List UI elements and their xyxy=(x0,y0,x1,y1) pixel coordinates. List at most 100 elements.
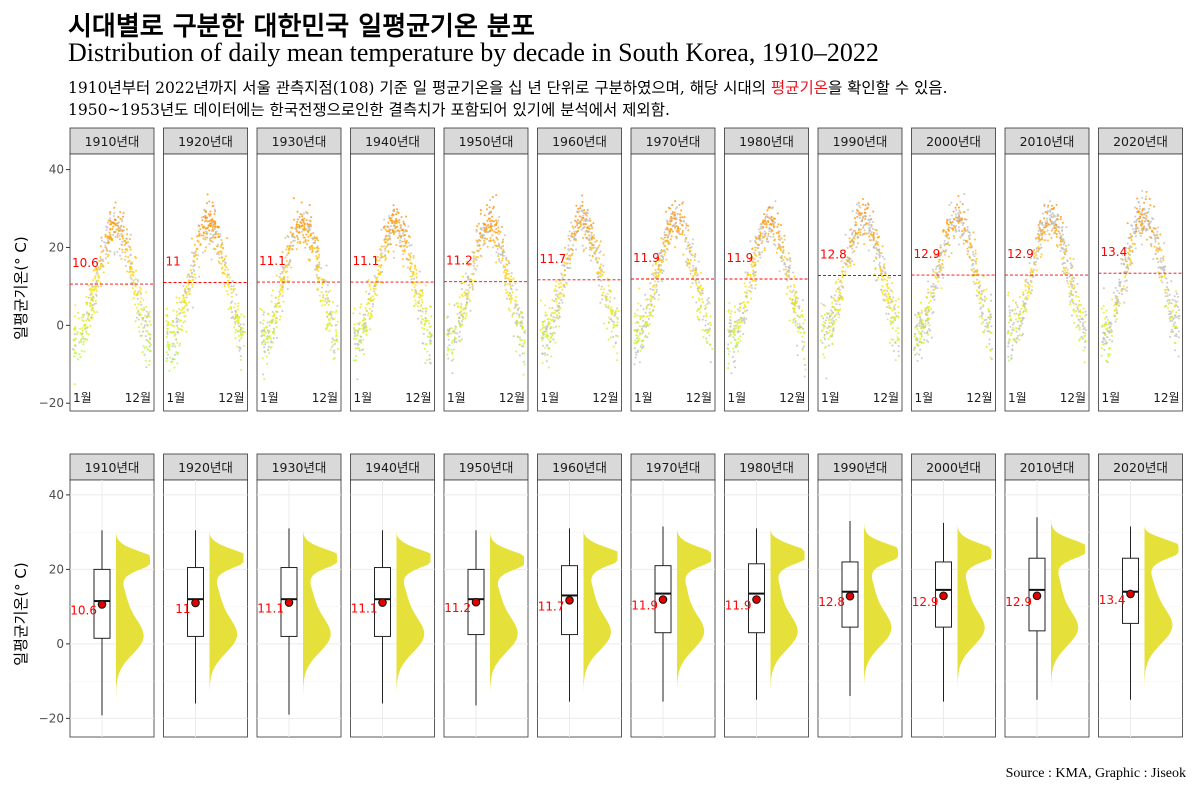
scatter-point xyxy=(274,303,277,306)
scatter-point xyxy=(236,345,239,348)
scatter-point xyxy=(952,210,955,213)
scatter-point xyxy=(124,248,127,251)
scatter-point xyxy=(615,307,618,310)
scatter-point xyxy=(377,273,381,276)
scatter-point xyxy=(793,292,797,295)
scatter-point xyxy=(546,336,549,339)
scatter-point xyxy=(874,242,877,245)
scatter-point xyxy=(317,278,320,282)
scatter-point xyxy=(757,247,760,250)
scatter-point xyxy=(957,206,961,209)
scatter-point xyxy=(1018,333,1022,337)
scatter-point xyxy=(327,322,330,325)
scatter-point xyxy=(616,335,619,338)
scatter-point xyxy=(193,264,196,267)
scatter-point xyxy=(654,280,657,283)
scatter-point xyxy=(125,270,129,273)
scatter-point xyxy=(446,346,449,349)
scatter-point xyxy=(172,343,176,346)
scatter-point xyxy=(791,321,794,324)
scatter-point xyxy=(976,270,979,273)
scatter-point xyxy=(91,285,94,288)
scatter-point xyxy=(306,225,310,228)
scatter-point xyxy=(642,315,645,318)
scatter-point xyxy=(882,298,885,301)
scatter-point xyxy=(99,285,102,288)
scatter-point xyxy=(885,305,888,309)
scatter-point xyxy=(1036,257,1039,260)
scatter-point xyxy=(475,230,478,233)
scatter-points xyxy=(352,204,433,381)
scatter-point xyxy=(696,289,699,292)
scatter-point xyxy=(689,272,692,275)
scatter-point xyxy=(591,246,594,250)
scatter-point xyxy=(324,300,327,303)
scatter-point xyxy=(399,236,402,239)
scatter-point xyxy=(501,259,504,262)
scatter-point xyxy=(73,333,76,336)
scatter-point xyxy=(301,228,304,231)
scatter-point xyxy=(803,375,806,378)
scatter-point xyxy=(148,345,151,348)
scatter-point xyxy=(145,366,148,369)
scatter-point xyxy=(481,236,484,239)
x-tick-label-end: 12월 xyxy=(218,391,244,405)
scatter-point xyxy=(891,327,894,330)
scatter-point xyxy=(960,221,963,224)
scatter-point xyxy=(286,276,289,279)
scatter-point xyxy=(404,224,407,227)
scatter-point xyxy=(489,220,492,223)
scatter-point xyxy=(761,232,764,235)
scatter-point xyxy=(290,248,294,251)
scatter-point xyxy=(218,256,221,259)
scatter-point xyxy=(736,331,740,334)
scatter-point xyxy=(281,265,284,268)
scatter-point xyxy=(640,315,643,318)
scatter-point xyxy=(611,308,614,311)
scatter-point xyxy=(597,271,600,274)
scatter-point xyxy=(94,275,97,278)
panel-border xyxy=(537,153,622,412)
scatter-point xyxy=(643,336,647,339)
scatter-point xyxy=(1008,309,1011,312)
scatter-point xyxy=(926,311,929,314)
scatter-point xyxy=(460,310,463,313)
scatter-point xyxy=(739,335,742,338)
scatter-point xyxy=(196,257,199,261)
scatter-point xyxy=(654,286,657,289)
scatter-point xyxy=(113,230,117,233)
scatter-point xyxy=(931,296,934,299)
scatter-point xyxy=(139,300,142,303)
scatter-point xyxy=(575,204,578,207)
scatter-point xyxy=(365,333,368,336)
scatter-point xyxy=(924,322,927,325)
scatter-point xyxy=(633,329,636,332)
scatter-point xyxy=(219,245,222,248)
scatter-point xyxy=(1010,354,1013,357)
scatter-point xyxy=(796,322,799,325)
scatter-point xyxy=(727,362,730,365)
scatter-point xyxy=(172,309,175,312)
scatter-point xyxy=(980,297,983,300)
scatter-point xyxy=(844,262,847,265)
scatter-point xyxy=(678,203,681,207)
scatter-point xyxy=(946,228,949,231)
scatter-point xyxy=(300,225,303,228)
scatter-point xyxy=(980,315,983,318)
scatter-point xyxy=(978,280,981,283)
scatter-point xyxy=(166,333,169,336)
scatter-point xyxy=(558,302,561,305)
scatter-point xyxy=(541,331,544,335)
scatter-point xyxy=(380,245,383,248)
scatter-point xyxy=(148,341,151,345)
scatter-point xyxy=(276,310,279,314)
scatter-point xyxy=(867,222,870,225)
scatter-point xyxy=(479,209,482,212)
scatter-point xyxy=(264,341,267,344)
scatter-point xyxy=(832,329,835,332)
description-line-1-before: 1910년부터 2022년까지 서울 관측지점(108) 기준 일 평균기온을 … xyxy=(68,79,771,97)
scatter-point xyxy=(800,309,804,312)
scatter-point xyxy=(767,216,771,219)
scatter-point xyxy=(287,251,290,254)
scatter-point xyxy=(140,323,143,326)
